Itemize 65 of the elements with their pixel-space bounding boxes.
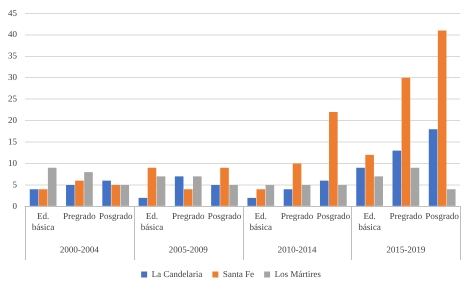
bar xyxy=(38,189,48,206)
bar xyxy=(247,198,256,206)
x-tick-label: Pregrado xyxy=(280,211,314,222)
y-tick-label: 10 xyxy=(8,158,18,168)
bar xyxy=(329,112,338,206)
x-tick-label: Posgrado xyxy=(208,211,242,222)
x-tick-label: Ed. básica xyxy=(140,211,164,232)
bar xyxy=(30,189,38,206)
bar xyxy=(320,180,329,206)
y-tick-label: 30 xyxy=(8,72,18,82)
bar xyxy=(392,150,402,206)
bar xyxy=(220,168,229,206)
x-tick-label: Ed. básica xyxy=(250,211,272,232)
bar xyxy=(138,198,148,206)
bar xyxy=(338,184,347,206)
x-tick-label: Pregrado xyxy=(63,211,96,222)
x-tick-label: Pregrado xyxy=(172,211,205,222)
bar xyxy=(211,184,220,206)
y-tick-label: 20 xyxy=(8,114,18,125)
bar xyxy=(292,164,302,206)
legend-label: Santa Fe xyxy=(222,268,254,279)
bar xyxy=(174,176,184,206)
x-tick-label: Posgrado xyxy=(425,211,460,222)
bar xyxy=(438,30,446,206)
x-tick-label: Ed. básica xyxy=(358,211,381,232)
text: 2000-2004 xyxy=(60,244,100,254)
bar xyxy=(374,176,383,206)
bar xyxy=(229,184,238,206)
x-tick-label: Posgrado xyxy=(98,211,133,222)
legend-label: La Candelaria xyxy=(152,268,202,279)
x-tick-label: Ed. básica xyxy=(32,211,54,232)
x-tick-label: Posgrado xyxy=(316,211,351,222)
text: 2015-2019 xyxy=(386,244,426,254)
bar xyxy=(66,184,75,206)
bar xyxy=(156,176,166,206)
bar xyxy=(410,168,420,206)
bar xyxy=(284,189,292,206)
bar xyxy=(102,180,111,206)
bar xyxy=(148,168,156,206)
bar xyxy=(302,184,310,206)
bar xyxy=(111,184,120,206)
bar xyxy=(256,189,266,206)
bar xyxy=(266,184,274,206)
y-tick-label: 25 xyxy=(8,94,18,104)
bar xyxy=(446,189,456,206)
bar xyxy=(356,168,365,206)
bar xyxy=(365,154,374,206)
y-tick-label: 40 xyxy=(8,29,18,40)
bar xyxy=(428,129,438,206)
bar xyxy=(120,184,130,206)
bar xyxy=(184,189,193,206)
y-tick-label: 35 xyxy=(8,50,18,61)
bar xyxy=(48,168,57,206)
bar xyxy=(193,176,202,206)
bar xyxy=(75,180,84,206)
bar xyxy=(84,172,93,206)
x-tick-label: Pregrado xyxy=(390,211,423,222)
bar xyxy=(402,78,410,206)
legend-label: Los Mártires xyxy=(274,268,322,279)
y-tick-label: 15 xyxy=(8,136,18,146)
y-tick-label: 5 xyxy=(12,179,18,190)
y-tick-label: 0 xyxy=(12,200,18,211)
text: 2010-2014 xyxy=(278,244,318,254)
text: 2005-2009 xyxy=(168,244,208,254)
y-tick-label: 45 xyxy=(8,8,18,18)
